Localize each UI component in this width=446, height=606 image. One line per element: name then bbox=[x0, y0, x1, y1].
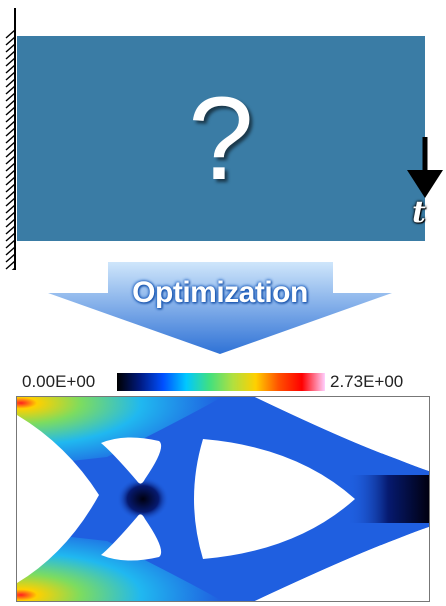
colorbar-max-label: 2.73E+00 bbox=[330, 373, 403, 390]
fixed-support-icon bbox=[6, 8, 15, 270]
optimized-structure-plot bbox=[17, 397, 429, 601]
load-arrow-icon bbox=[407, 137, 443, 198]
load-label: t bbox=[412, 198, 426, 228]
colorbar-min-label: 0.00E+00 bbox=[22, 373, 95, 390]
boundary-and-load bbox=[0, 0, 446, 270]
optimization-label: Optimization bbox=[100, 278, 340, 308]
optimized-structure bbox=[16, 396, 430, 602]
colorbar bbox=[117, 373, 325, 391]
